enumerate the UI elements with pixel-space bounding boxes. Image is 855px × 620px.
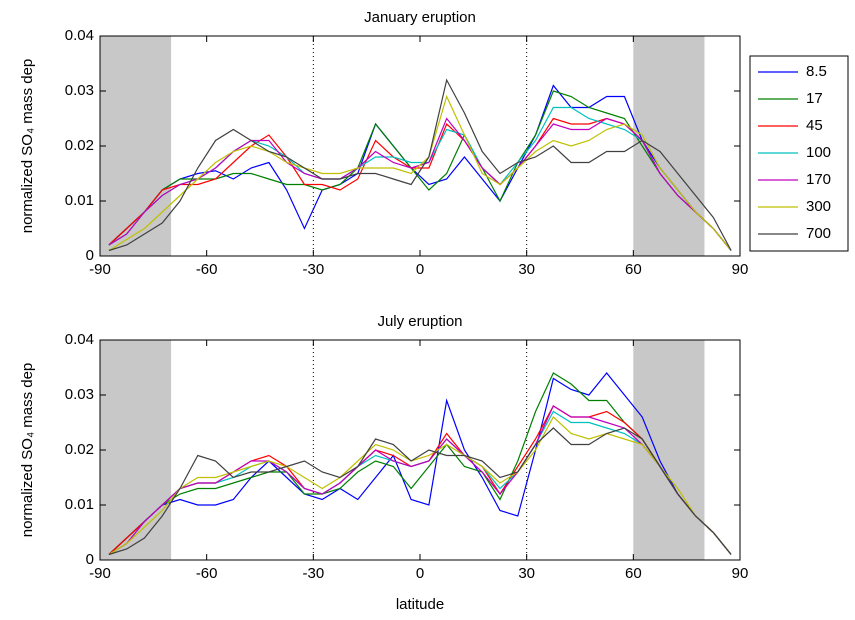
x-tick-label: 0 xyxy=(416,565,424,582)
legend-label: 8.5 xyxy=(806,63,827,80)
y-tick-label: 0.01 xyxy=(65,192,94,209)
shaded-region xyxy=(100,36,172,256)
x-tick-label: -90 xyxy=(89,565,111,582)
series-line xyxy=(108,372,732,555)
shaded-region xyxy=(633,340,705,560)
series-line xyxy=(108,405,732,556)
y-tick-label: 0.04 xyxy=(65,27,94,44)
y-tick-label: 0.02 xyxy=(65,137,94,154)
x-tick-label: 30 xyxy=(518,565,535,582)
x-tick-label: -60 xyxy=(196,261,218,278)
shaded-region xyxy=(100,340,172,560)
x-axis-label: latitude xyxy=(396,596,444,613)
legend-label: 17 xyxy=(806,90,823,107)
legend-label: 300 xyxy=(806,198,831,215)
x-tick-label: 60 xyxy=(625,261,642,278)
legend-label: 100 xyxy=(806,144,831,161)
chart-title: January eruption xyxy=(364,9,476,26)
legend-label: 45 xyxy=(806,117,823,134)
y-tick-label: 0 xyxy=(86,247,94,264)
series-line xyxy=(108,416,732,556)
y-axis-label: normalized SO₄ mass dep xyxy=(19,363,36,538)
y-tick-label: 0.03 xyxy=(65,386,94,403)
series-line xyxy=(108,94,732,252)
shaded-region xyxy=(633,36,705,256)
y-tick-label: 0.04 xyxy=(65,331,94,348)
y-tick-label: 0.01 xyxy=(65,496,94,513)
legend-label: 700 xyxy=(806,225,831,242)
x-tick-label: -90 xyxy=(89,261,111,278)
x-tick-label: 90 xyxy=(732,261,749,278)
x-tick-label: 60 xyxy=(625,565,642,582)
x-tick-label: -30 xyxy=(302,565,324,582)
y-tick-label: 0.02 xyxy=(65,441,94,458)
series-line xyxy=(108,427,732,556)
chart-title: July eruption xyxy=(377,313,462,330)
series-line xyxy=(108,84,732,251)
x-tick-label: 90 xyxy=(732,565,749,582)
y-tick-label: 0.03 xyxy=(65,82,94,99)
x-tick-label: -60 xyxy=(196,565,218,582)
y-tick-label: 0 xyxy=(86,551,94,568)
series-line xyxy=(108,90,732,251)
x-tick-label: 30 xyxy=(518,261,535,278)
series-line xyxy=(108,78,732,252)
x-tick-label: 0 xyxy=(416,261,424,278)
x-tick-label: -30 xyxy=(302,261,324,278)
legend-label: 170 xyxy=(806,171,831,188)
y-axis-label: normalized SO₄ mass dep xyxy=(19,59,36,234)
